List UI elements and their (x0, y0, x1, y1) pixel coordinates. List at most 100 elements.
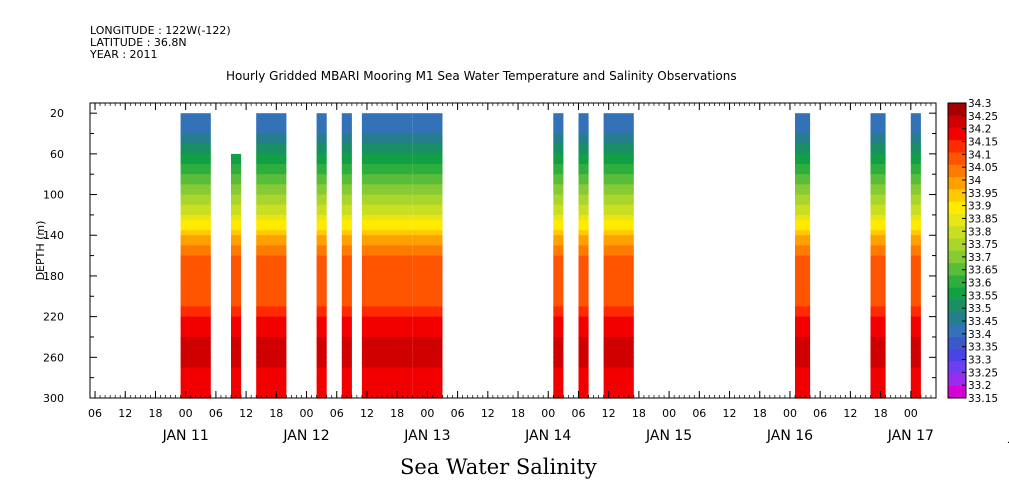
salinity-cell (603, 179, 634, 185)
salinity-cell (341, 352, 352, 358)
salinity-cell (870, 148, 886, 155)
salinity-cell (870, 326, 886, 333)
salinity-cell (578, 164, 589, 170)
salinity-cell (870, 169, 886, 175)
salinity-cell (412, 362, 443, 369)
salinity-cell (341, 255, 352, 262)
y-tick-label: 260 (43, 351, 64, 364)
salinity-cell (795, 128, 811, 135)
salinity-cell (553, 250, 564, 257)
plot-area (180, 113, 921, 399)
salinity-cell (412, 174, 443, 180)
salinity-cell (341, 291, 352, 297)
salinity-cell (180, 296, 211, 302)
salinity-cell (412, 153, 443, 160)
salinity-cell (578, 179, 589, 185)
salinity-cell (578, 260, 589, 267)
salinity-cell (795, 347, 811, 353)
salinity-cell (341, 143, 352, 150)
salinity-cell (870, 357, 886, 363)
salinity-cell (553, 133, 564, 140)
salinity-cell (256, 138, 287, 145)
salinity-cell (553, 296, 564, 302)
salinity-cell (553, 245, 564, 252)
salinity-cell (361, 245, 413, 252)
x-tick-label: 18 (269, 407, 283, 420)
salinity-cell (910, 194, 921, 201)
salinity-cell (180, 255, 211, 262)
salinity-cell (316, 225, 327, 231)
salinity-cell (870, 291, 886, 297)
salinity-cell (231, 153, 242, 160)
salinity-cell (578, 296, 589, 302)
salinity-cell (180, 306, 211, 313)
salinity-cell (412, 128, 443, 135)
salinity-cell (256, 230, 287, 236)
salinity-cell (256, 260, 287, 267)
salinity-cell (870, 281, 886, 287)
salinity-cell (553, 306, 564, 313)
salinity-cell (870, 138, 886, 145)
salinity-cell (256, 372, 287, 379)
salinity-cell (180, 377, 211, 384)
salinity-cell (578, 255, 589, 262)
salinity-cell (795, 189, 811, 196)
salinity-cell (578, 158, 589, 165)
x-tick-label: 12 (360, 407, 374, 420)
salinity-cell (578, 352, 589, 358)
salinity-cell (870, 392, 886, 399)
salinity-cell (180, 214, 211, 221)
salinity-cell (870, 342, 886, 348)
salinity-cell (795, 286, 811, 292)
salinity-cell (412, 270, 443, 277)
salinity-cell (870, 113, 886, 119)
salinity-cell (180, 128, 211, 135)
salinity-cell (316, 372, 327, 379)
salinity-cell (412, 209, 443, 216)
salinity-cell (795, 214, 811, 221)
colorbar-label: 34.1 (968, 149, 991, 161)
salinity-cell (361, 291, 413, 297)
salinity-cell (180, 311, 211, 318)
salinity-cell (341, 321, 352, 328)
salinity-cell (361, 169, 413, 175)
salinity-cell (553, 128, 564, 135)
salinity-cell (870, 316, 886, 323)
salinity-cell (553, 357, 564, 363)
salinity-cell (180, 225, 211, 231)
salinity-cell (603, 337, 634, 343)
salinity-cell (361, 260, 413, 267)
salinity-cell (341, 275, 352, 282)
salinity-cell (578, 342, 589, 348)
salinity-cell (795, 321, 811, 328)
salinity-cell (870, 387, 886, 394)
salinity-cell (341, 179, 352, 185)
salinity-cell (231, 184, 242, 191)
salinity-cell (603, 296, 634, 302)
colorbar-swatch (948, 176, 966, 190)
colorbar-label: 33.65 (968, 265, 998, 277)
salinity-cell (361, 240, 413, 246)
salinity-cell (341, 301, 352, 308)
colorbar-label: 33.35 (968, 342, 998, 354)
salinity-cell (316, 220, 327, 226)
colorbar-swatch (948, 275, 966, 288)
salinity-cell (256, 331, 287, 338)
colorbar-swatch (948, 385, 966, 399)
salinity-cell (795, 260, 811, 267)
salinity-cell (341, 199, 352, 206)
salinity-cell (553, 326, 564, 333)
salinity-cell (361, 321, 413, 328)
salinity-cell (603, 194, 634, 201)
salinity-cell (231, 214, 242, 221)
x-tick-label: 12 (843, 407, 857, 420)
salinity-cell (578, 133, 589, 140)
salinity-cell (910, 138, 921, 145)
salinity-cell (870, 347, 886, 353)
salinity-cell (316, 204, 327, 211)
salinity-cell (361, 128, 413, 135)
salinity-cell (412, 118, 443, 124)
salinity-cell (870, 209, 886, 216)
salinity-cell (256, 326, 287, 333)
salinity-cell (180, 357, 211, 363)
